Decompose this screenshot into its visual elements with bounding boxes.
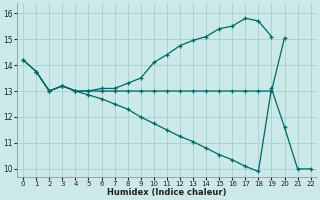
X-axis label: Humidex (Indice chaleur): Humidex (Indice chaleur) (107, 188, 227, 197)
